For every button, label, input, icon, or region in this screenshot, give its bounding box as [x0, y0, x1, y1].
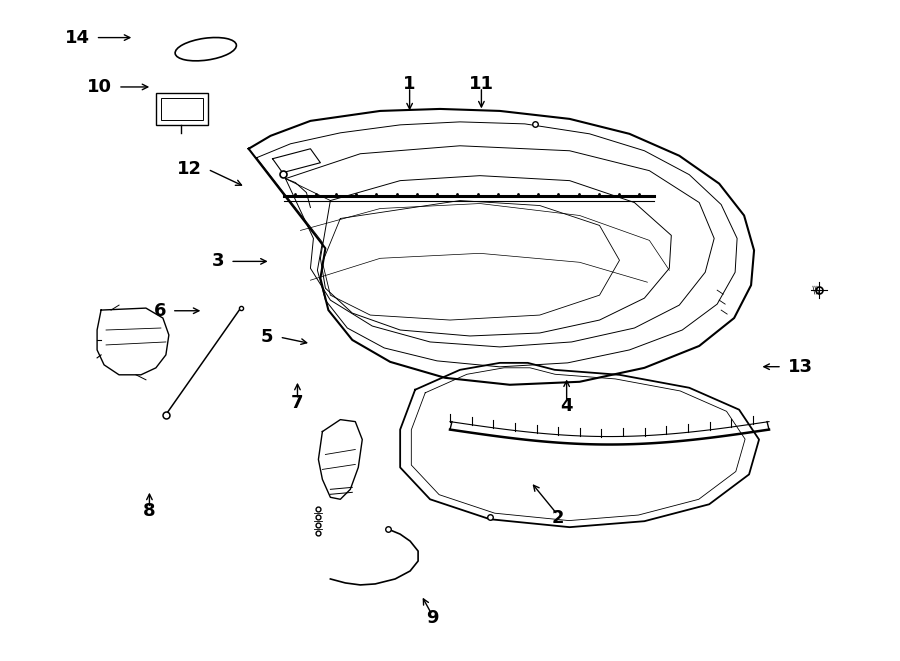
Text: 5: 5 — [261, 328, 274, 346]
Text: 2: 2 — [552, 509, 564, 527]
Text: 6: 6 — [153, 302, 166, 320]
Text: 12: 12 — [176, 160, 202, 178]
Text: 3: 3 — [212, 253, 224, 270]
Text: 7: 7 — [292, 394, 303, 412]
Ellipse shape — [176, 38, 237, 61]
Text: 13: 13 — [788, 358, 813, 375]
Text: 4: 4 — [561, 397, 573, 415]
Text: 14: 14 — [65, 28, 90, 46]
Polygon shape — [248, 109, 754, 385]
Polygon shape — [400, 363, 759, 527]
FancyBboxPatch shape — [161, 98, 202, 120]
Text: 1: 1 — [403, 75, 416, 93]
Text: 9: 9 — [426, 609, 438, 627]
Text: 8: 8 — [143, 502, 156, 520]
Text: 10: 10 — [87, 78, 112, 96]
FancyBboxPatch shape — [156, 93, 208, 125]
Text: 11: 11 — [469, 75, 494, 93]
